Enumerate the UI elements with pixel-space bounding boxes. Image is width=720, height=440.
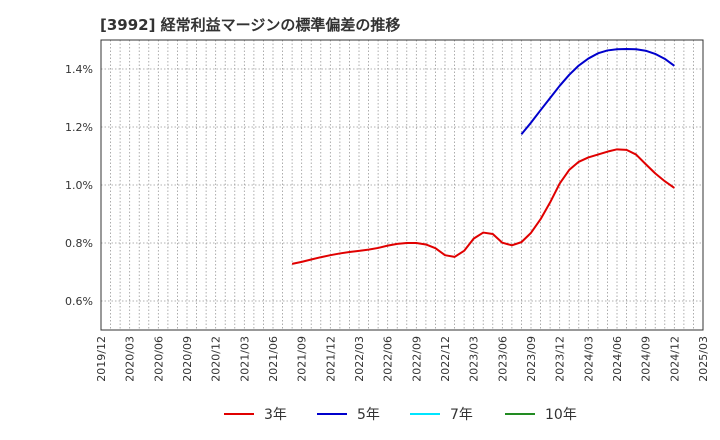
legend-label: 10年 <box>545 407 577 423</box>
x-tick-label: 2020/09 <box>181 336 194 382</box>
y-tick-label: 1.2% <box>65 121 93 134</box>
y-tick-label: 1.0% <box>65 179 93 192</box>
y-tick-label: 0.6% <box>65 295 93 308</box>
y-tick-label: 0.8% <box>65 237 93 250</box>
legend-label: 3年 <box>264 407 287 423</box>
y-tick-label: 1.4% <box>65 63 93 76</box>
x-tick-label: 2021/06 <box>267 336 280 382</box>
x-tick-label: 2024/09 <box>640 336 653 382</box>
x-tick-label: 2020/06 <box>152 336 165 382</box>
chart-title: [3992] 経常利益マージンの標準偏差の推移 <box>100 16 401 34</box>
y-axis: 0.6% 0.8% 1.0% 1.2% 1.4% <box>65 63 93 308</box>
x-tick-label: 2019/12 <box>95 336 108 382</box>
x-tick-label: 2022/03 <box>353 336 366 382</box>
x-tick-label: 2024/03 <box>582 336 595 382</box>
x-axis: 2019/12 2020/03 2020/06 2020/09 2020/12 2021/… <box>95 336 710 382</box>
x-tick-label: 2023/12 <box>554 336 567 382</box>
x-tick-label: 2023/09 <box>525 336 538 382</box>
series-layer <box>291 47 675 265</box>
legend-label: 7年 <box>450 407 473 423</box>
x-tick-label: 2021/12 <box>324 336 337 382</box>
x-tick-label: 2020/03 <box>124 336 137 382</box>
x-tick-label: 2021/09 <box>296 336 309 382</box>
x-tick-label: 2023/06 <box>496 336 509 382</box>
plot-frame <box>100 39 704 331</box>
x-tick-label: 2021/03 <box>238 336 251 382</box>
legend-label: 5年 <box>357 407 380 423</box>
series-line-5年 <box>520 47 675 135</box>
x-tick-label: 2025/03 <box>697 336 710 382</box>
x-tick-label: 2023/03 <box>468 336 481 382</box>
x-tick-label: 2024/12 <box>668 336 681 382</box>
x-tick-label: 2024/06 <box>611 336 624 382</box>
x-tick-label: 2022/09 <box>410 336 423 382</box>
x-tick-label: 2020/12 <box>210 336 223 382</box>
series-line-3年 <box>291 148 675 265</box>
x-tick-label: 2022/12 <box>439 336 452 382</box>
legend: 3年 5年 7年 10年 <box>224 407 577 423</box>
x-tick-label: 2022/06 <box>382 336 395 382</box>
